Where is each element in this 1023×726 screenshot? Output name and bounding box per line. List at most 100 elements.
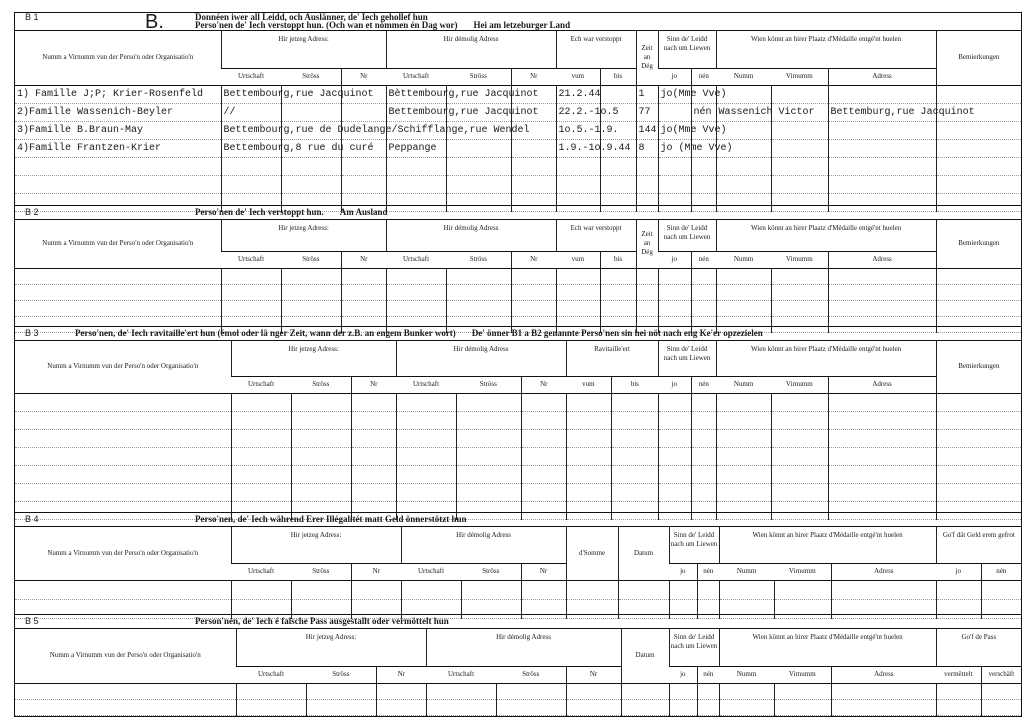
data-cell[interactable] xyxy=(290,393,351,412)
data-cell[interactable] xyxy=(696,699,720,716)
data-cell[interactable] xyxy=(935,121,1022,140)
data-cell[interactable] xyxy=(935,501,1022,520)
data-cell[interactable] xyxy=(770,284,829,301)
data-cell[interactable] xyxy=(718,580,775,600)
data-cell[interactable]: Bettembourg,8 rue du curé xyxy=(220,139,374,158)
data-cell[interactable] xyxy=(395,483,457,502)
data-cell[interactable] xyxy=(770,139,829,158)
data-cell[interactable] xyxy=(555,193,601,212)
data-cell[interactable] xyxy=(445,103,512,122)
data-cell[interactable] xyxy=(220,268,281,285)
data-cell[interactable] xyxy=(715,447,772,466)
data-cell[interactable] xyxy=(715,316,772,333)
data-cell[interactable] xyxy=(827,300,937,317)
data-cell[interactable] xyxy=(935,268,1022,285)
data-cell[interactable] xyxy=(718,683,775,700)
data-cell[interactable] xyxy=(715,483,772,502)
data-cell[interactable] xyxy=(280,193,341,212)
data-cell[interactable] xyxy=(280,139,341,158)
data-cell[interactable] xyxy=(770,157,829,176)
data-cell[interactable] xyxy=(385,300,447,317)
data-cell[interactable] xyxy=(696,599,720,619)
data-cell[interactable] xyxy=(830,599,937,619)
data-cell[interactable] xyxy=(460,580,522,600)
data-cell[interactable] xyxy=(565,465,612,484)
data-cell[interactable]: nén xyxy=(690,103,717,122)
data-cell[interactable] xyxy=(235,699,306,716)
data-cell[interactable] xyxy=(935,411,1022,430)
data-cell[interactable] xyxy=(425,699,497,716)
data-cell[interactable] xyxy=(445,175,512,194)
data-cell[interactable] xyxy=(385,316,447,333)
data-cell[interactable] xyxy=(230,447,291,466)
data-cell[interactable] xyxy=(935,580,982,600)
data-cell[interactable] xyxy=(555,316,601,333)
data-cell[interactable] xyxy=(520,465,567,484)
data-cell[interactable] xyxy=(395,411,457,430)
data-cell[interactable]: Bettembourg,rue de Dudelange/Schifflange… xyxy=(220,121,530,140)
data-cell[interactable] xyxy=(350,411,397,430)
data-cell[interactable] xyxy=(657,175,692,194)
data-cell[interactable] xyxy=(610,501,659,520)
data-cell[interactable] xyxy=(668,683,698,700)
data-cell[interactable]: 8 xyxy=(635,139,659,158)
data-cell[interactable] xyxy=(718,599,775,619)
data-cell[interactable] xyxy=(290,580,351,600)
data-cell[interactable] xyxy=(340,193,387,212)
data-cell[interactable] xyxy=(395,393,457,412)
data-cell[interactable]: Bettembourg,rue Jacquinot xyxy=(385,103,539,122)
data-cell[interactable] xyxy=(599,193,637,212)
data-cell[interactable] xyxy=(350,483,397,502)
data-cell[interactable] xyxy=(635,268,659,285)
data-cell[interactable] xyxy=(290,429,351,448)
data-cell[interactable] xyxy=(15,580,231,600)
data-cell[interactable] xyxy=(610,429,659,448)
data-cell[interactable] xyxy=(935,316,1022,333)
data-cell[interactable] xyxy=(690,268,717,285)
data-cell[interactable] xyxy=(565,447,612,466)
data-cell[interactable] xyxy=(565,411,612,430)
data-cell[interactable] xyxy=(520,483,567,502)
data-cell[interactable] xyxy=(15,683,236,700)
data-cell[interactable] xyxy=(690,393,717,412)
data-cell[interactable] xyxy=(510,157,557,176)
data-cell[interactable] xyxy=(400,599,462,619)
data-cell[interactable] xyxy=(340,284,387,301)
data-cell[interactable] xyxy=(15,175,221,194)
data-cell[interactable] xyxy=(935,683,982,700)
data-cell[interactable]: 1) Famille J;P; Krier-Rosenfeld xyxy=(15,85,221,104)
data-cell[interactable] xyxy=(935,139,1022,158)
data-cell[interactable] xyxy=(827,429,937,448)
data-cell[interactable] xyxy=(715,268,772,285)
data-cell[interactable]: 2)Famille Wassenich-Beyler xyxy=(15,103,221,122)
data-cell[interactable] xyxy=(350,465,397,484)
data-cell[interactable] xyxy=(770,501,829,520)
data-cell[interactable] xyxy=(290,465,351,484)
data-cell[interactable] xyxy=(350,599,402,619)
data-cell[interactable] xyxy=(657,447,692,466)
data-cell[interactable] xyxy=(350,429,397,448)
data-cell[interactable] xyxy=(935,447,1022,466)
data-cell[interactable] xyxy=(510,103,557,122)
data-cell[interactable]: 1.9.-1o.9.44 xyxy=(555,139,631,158)
data-cell[interactable] xyxy=(290,483,351,502)
data-cell[interactable] xyxy=(565,501,612,520)
data-cell[interactable] xyxy=(290,411,351,430)
data-cell[interactable] xyxy=(690,429,717,448)
data-cell[interactable] xyxy=(935,300,1022,317)
data-cell[interactable] xyxy=(510,284,557,301)
data-cell[interactable] xyxy=(425,683,497,700)
data-cell[interactable] xyxy=(555,175,601,194)
data-cell[interactable] xyxy=(220,316,281,333)
data-cell[interactable] xyxy=(445,85,512,104)
data-cell[interactable] xyxy=(635,316,659,333)
data-cell[interactable] xyxy=(657,300,692,317)
data-cell[interactable]: 3)Famille B.Braun-May xyxy=(15,121,221,140)
data-cell[interactable] xyxy=(827,483,937,502)
data-cell[interactable] xyxy=(696,683,720,700)
data-cell[interactable] xyxy=(510,139,557,158)
data-cell[interactable]: Bettembourg,rue Jacquinot xyxy=(220,85,374,104)
data-cell[interactable] xyxy=(565,580,619,600)
data-cell[interactable] xyxy=(385,175,447,194)
data-cell[interactable] xyxy=(565,683,622,700)
